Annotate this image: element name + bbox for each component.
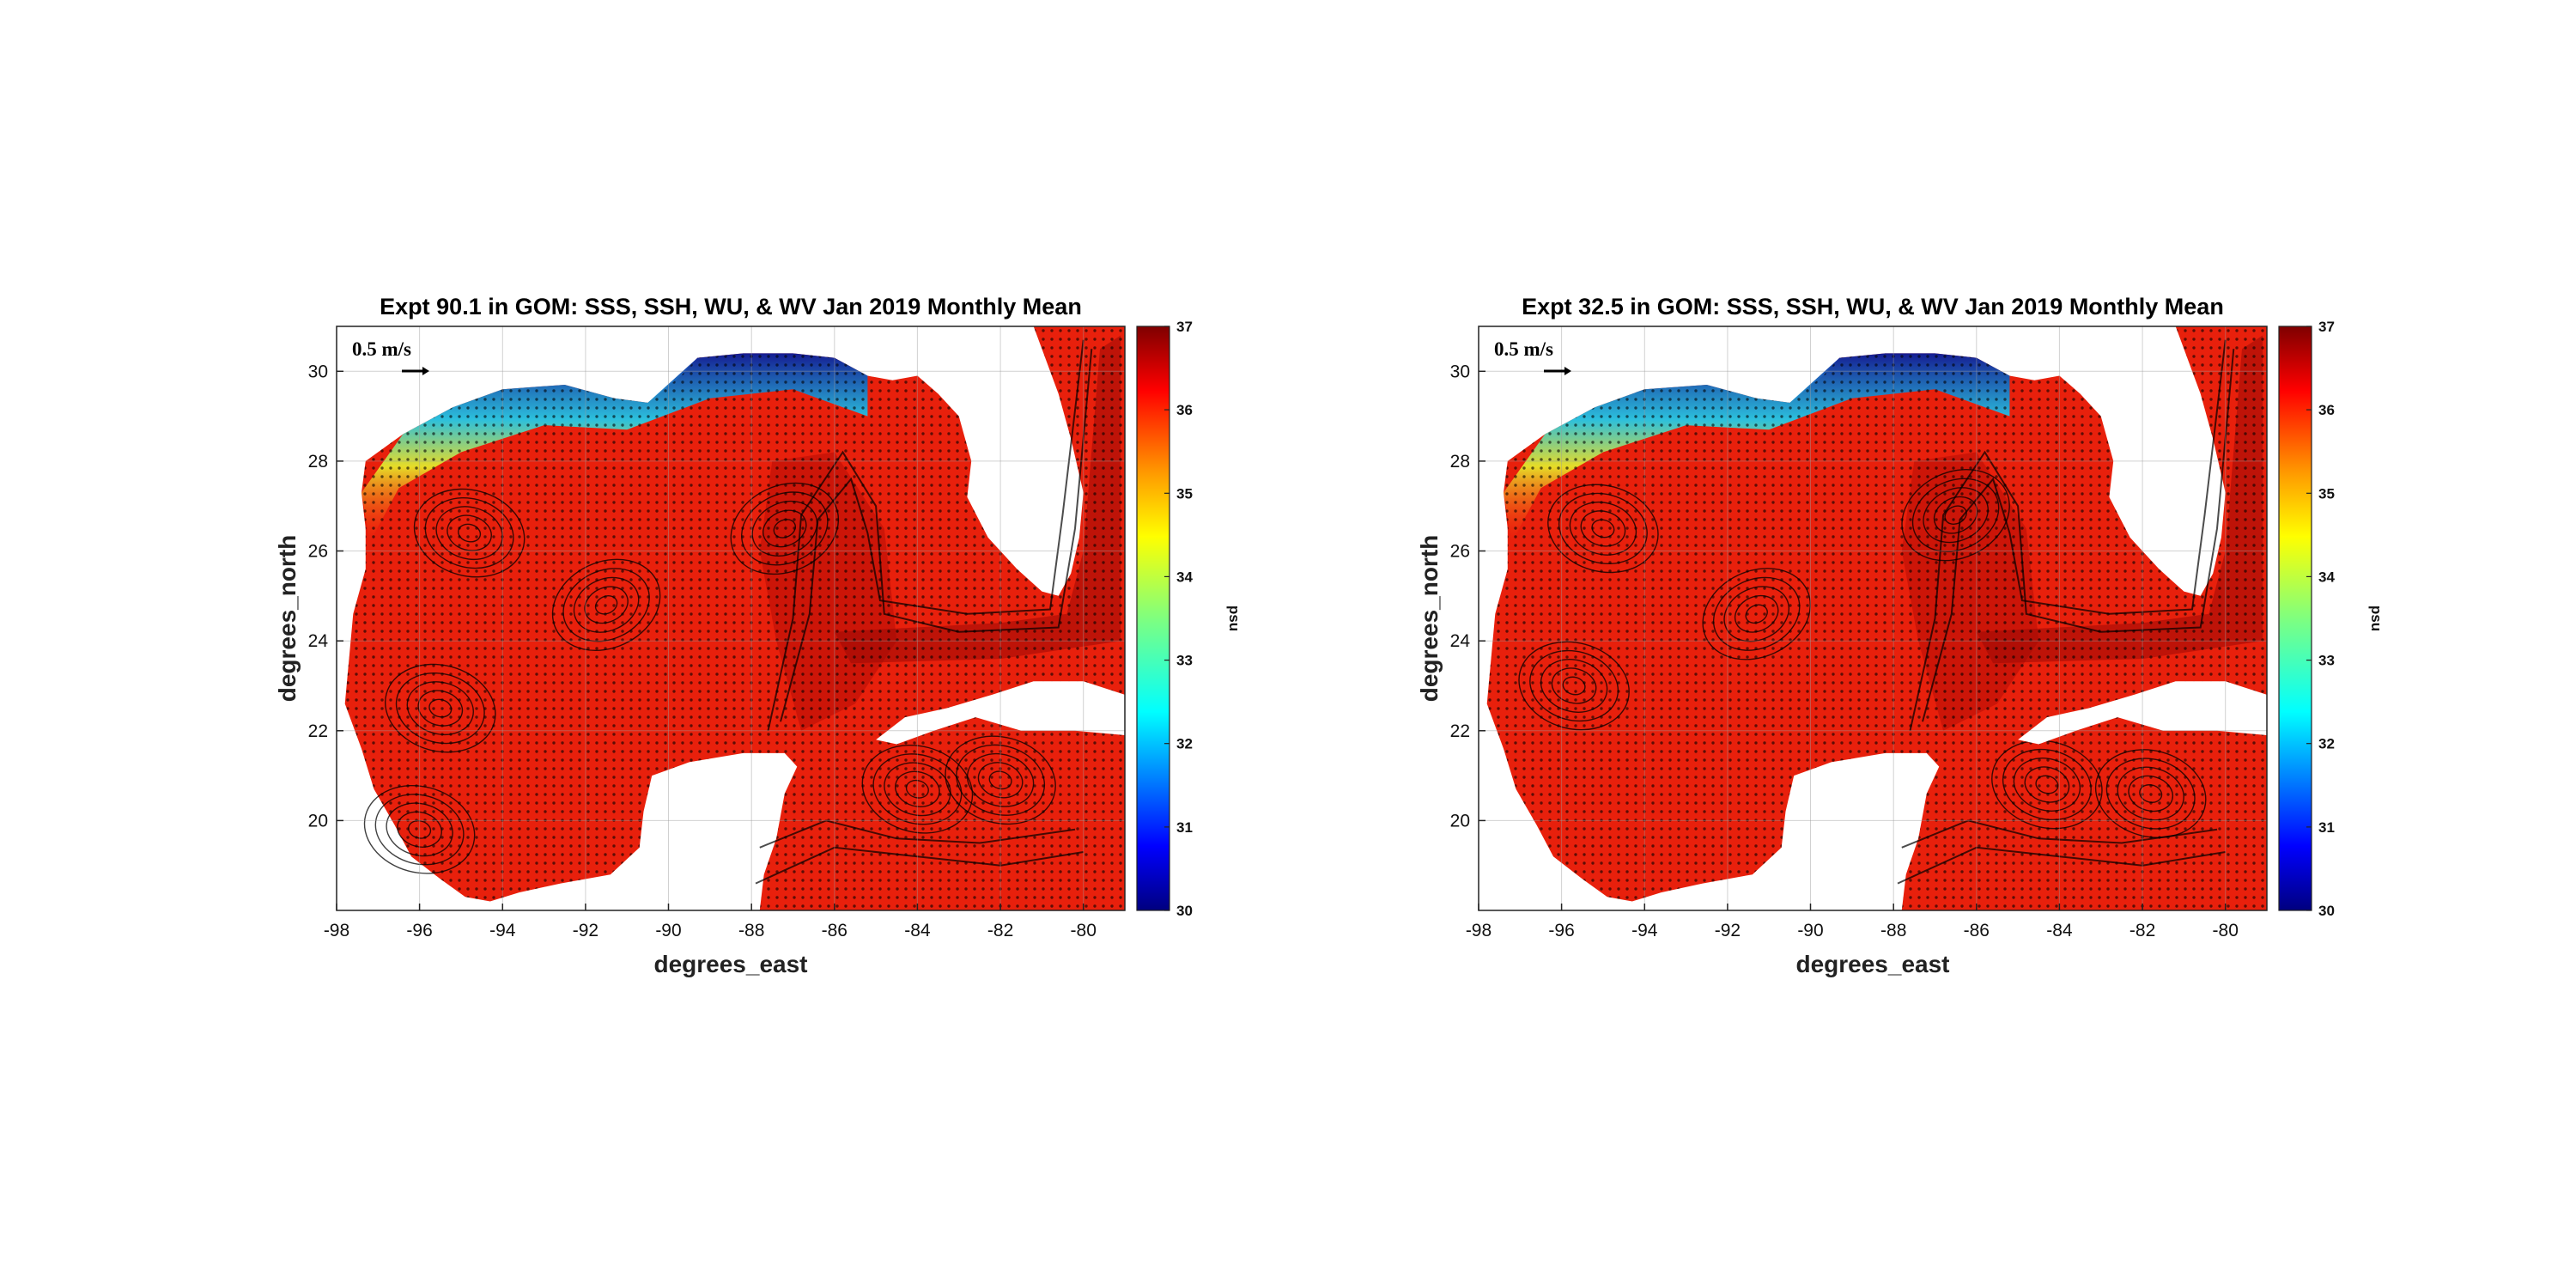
colorbar-tick-label: 32 (1176, 736, 1193, 752)
x-tick-label: -84 (904, 921, 931, 940)
vector-scale-label: 0.5 m/s (1494, 338, 1553, 360)
eddy-3 (413, 488, 526, 578)
chart-panel-1: -98 -96 -94 -92 -90 -88 -86 -84 -82 -80 20 22 24 26 28… (274, 294, 1242, 977)
x-tick-label: -80 (1071, 921, 1097, 940)
colorbar-tick-label: 31 (1176, 819, 1193, 836)
eddy-3 (1547, 484, 1659, 574)
x-tick-label: -86 (822, 921, 848, 940)
eddy-5 (2094, 749, 2207, 838)
x-tick-label: -92 (573, 921, 598, 940)
y-tick-label: 26 (1450, 542, 1470, 562)
x-tick-label: -92 (1715, 921, 1741, 940)
y-tick-label: 24 (1450, 631, 1471, 651)
x-tick-label: -84 (2046, 921, 2073, 940)
x-axis-label: degrees_east (653, 951, 807, 977)
y-tick-label: 26 (308, 542, 328, 562)
current-streak-1 (767, 349, 1093, 732)
eddy-6 (945, 735, 1056, 825)
y-tick-label: 22 (308, 721, 328, 741)
current-streak-2 (1922, 339, 2227, 722)
colorbar-label: psu (1226, 606, 1242, 631)
chart-panel-2: -98 -96 -94 -92 -90 -88 -86 -84 -82 -80 20 22 24 26 28… (1416, 294, 2385, 977)
axes-frame (336, 326, 1126, 911)
y-tick-label: 24 (308, 631, 329, 651)
velocity-vectors (1486, 326, 2267, 910)
y-tick-label: 20 (1450, 811, 1470, 831)
y-tick-label: 22 (1450, 721, 1470, 741)
colorbar (1136, 326, 1170, 911)
vector-scale-arrowhead (1564, 367, 1571, 375)
plot-content (344, 326, 1125, 910)
colorbar-tick-label: 30 (2318, 903, 2335, 919)
colorbar-tick-label: 36 (2318, 402, 2335, 418)
eddy-2 (384, 663, 496, 753)
current-streak-3 (1897, 846, 2226, 885)
colorbar-tick-label: 35 (2318, 485, 2335, 502)
x-tick-label: -80 (2213, 921, 2239, 940)
eddy-4 (363, 784, 476, 874)
y-tick-label: 20 (308, 811, 328, 831)
x-tick-label: -90 (1797, 921, 1823, 940)
colorbar-tick-label: 32 (2318, 736, 2335, 752)
vector-scale-arrowhead (422, 367, 429, 375)
colorbar-label: psu (2368, 606, 2385, 631)
current-streak-4 (1901, 819, 2218, 849)
x-tick-label: -82 (2129, 921, 2155, 940)
y-tick-label: 30 (308, 362, 328, 381)
vector-scale-label: 0.5 m/s (352, 338, 411, 360)
colorbar-tick-label: 33 (2318, 653, 2335, 669)
current-streak-2 (780, 339, 1084, 722)
chart-title: Expt 90.1 in GOM: SSS, SSH, WU, & WV Jan… (380, 294, 1082, 320)
axes-frame (1478, 326, 2268, 911)
eddy-4 (1991, 739, 2103, 830)
cuba-land (2018, 681, 2267, 745)
y-tick-label: 28 (308, 452, 328, 472)
y-axis-label: degrees_north (274, 535, 301, 703)
x-tick-label: -96 (406, 921, 432, 940)
colorbar-tick-label: 33 (1176, 653, 1193, 669)
current-streak-4 (759, 819, 1076, 849)
colorbar-tick-label: 37 (1176, 319, 1193, 335)
eddy-5 (861, 744, 974, 834)
x-tick-label: -88 (738, 921, 764, 940)
chart-title: Expt 32.5 in GOM: SSS, SSH, WU, & WV Jan… (1522, 294, 2224, 320)
y-tick-label: 30 (1450, 362, 1470, 381)
x-tick-label: -98 (324, 921, 349, 940)
x-tick-label: -96 (1548, 921, 1574, 940)
eddy-1 (551, 558, 661, 651)
colorbar-tick-label: 30 (1176, 903, 1193, 919)
x-tick-label: -82 (987, 921, 1013, 940)
y-tick-label: 28 (1450, 452, 1470, 472)
x-axis-label: degrees_east (1795, 951, 1949, 977)
x-tick-label: -98 (1466, 921, 1492, 940)
current-streak-3 (755, 846, 1084, 885)
x-tick-label: -86 (1964, 921, 1990, 940)
x-tick-label: -90 (655, 921, 681, 940)
y-axis-label: degrees_north (1416, 535, 1443, 703)
colorbar (2278, 326, 2312, 911)
colorbar-tick-label: 37 (2318, 319, 2335, 335)
eddy-2 (1518, 641, 1630, 731)
plot-content (1486, 326, 2267, 910)
velocity-vectors (344, 326, 1125, 910)
colorbar-tick-label: 31 (2318, 819, 2335, 836)
colorbar-tick-label: 34 (2318, 569, 2335, 585)
x-tick-label: -88 (1880, 921, 1906, 940)
cuba-land (876, 681, 1125, 745)
x-tick-label: -94 (489, 921, 516, 940)
current-streak-1 (1909, 349, 2235, 732)
x-tick-label: -94 (1631, 921, 1658, 940)
colorbar-tick-label: 35 (1176, 485, 1193, 502)
colorbar-tick-label: 34 (1176, 569, 1193, 585)
eddy-1 (1702, 568, 1811, 660)
colorbar-tick-label: 36 (1176, 402, 1193, 418)
